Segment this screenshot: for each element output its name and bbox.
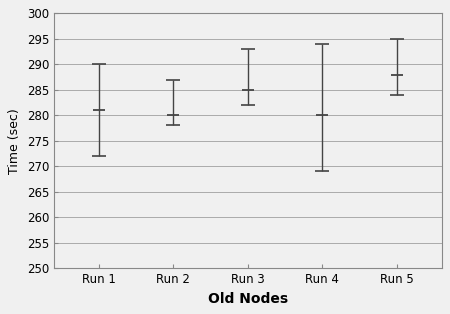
Y-axis label: Time (sec): Time (sec) [9,108,21,174]
X-axis label: Old Nodes: Old Nodes [208,292,288,306]
